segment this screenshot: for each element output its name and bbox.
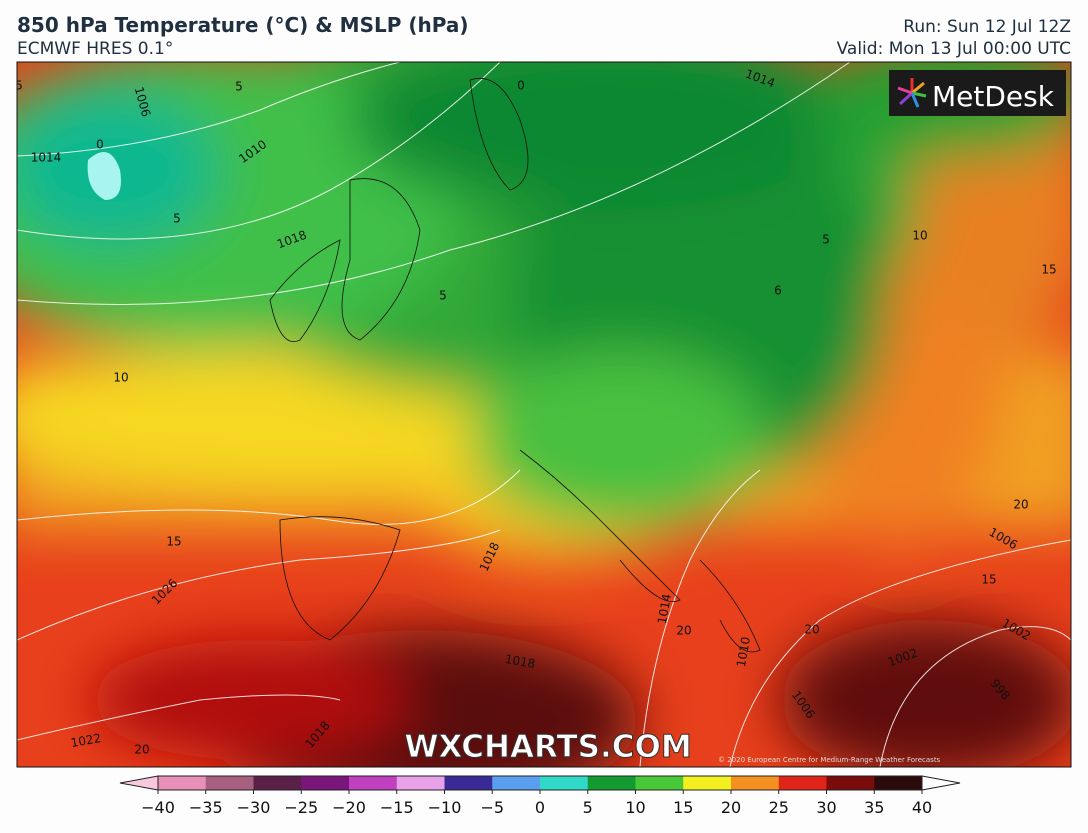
colorbar-swatch xyxy=(492,776,541,790)
title: 850 hPa Temperature (°C) & MSLP (hPa) xyxy=(17,13,468,37)
colorbar-swatch xyxy=(158,776,207,790)
contour-label: 5 xyxy=(235,80,243,94)
colorbar: −40 −35 −30 −25 −20 −15 −10 −5 0 5 10 15 20 25 30 35 40 xyxy=(119,775,961,817)
colorbar-swatch xyxy=(540,776,589,790)
colorbar-tick-label: −20 xyxy=(332,798,366,817)
colorbar-tick-label: −35 xyxy=(189,798,223,817)
contour-label: 1022 xyxy=(70,731,103,750)
logo: MetDesk xyxy=(889,70,1066,116)
colorbar-tick-label: 15 xyxy=(673,798,693,817)
colorbar-swatch xyxy=(683,776,732,790)
colorbar-swatch xyxy=(396,776,445,790)
colorbar-swatch xyxy=(826,776,875,790)
contour-label: 0 xyxy=(517,79,525,93)
colorbar-swatch xyxy=(253,776,302,790)
colorbar-swatch xyxy=(731,776,780,790)
contour-label: 6 xyxy=(774,284,782,298)
contour-label: 15 xyxy=(981,573,996,587)
colorbar-tick-label: −25 xyxy=(284,798,318,817)
contour-label: 0 xyxy=(96,138,104,152)
colorbar-tick-label: 0 xyxy=(535,798,545,817)
colorbar-tick-label: 30 xyxy=(816,798,836,817)
contour-label: 10 xyxy=(113,371,128,385)
map-frame xyxy=(16,61,1072,768)
colorbar-swatch xyxy=(205,776,254,790)
colorbar-swatch xyxy=(587,776,636,790)
contour-label: 20 xyxy=(1013,498,1028,512)
contour-label: 10 xyxy=(912,229,927,243)
colorbar-arrow-high xyxy=(921,775,961,791)
contour-label: 5 xyxy=(439,289,447,303)
contour-label: 1014 xyxy=(31,151,62,165)
copyright: © 2020 European Centre for Medium-Range … xyxy=(718,756,941,764)
contour-label: 5 xyxy=(173,212,181,226)
colorbar-swatch xyxy=(874,776,923,790)
contour-label: 5 xyxy=(15,79,23,93)
colorbar-tick-label: 10 xyxy=(625,798,645,817)
contour-label: 15 xyxy=(1041,263,1056,277)
contour-label: 20 xyxy=(134,743,149,757)
watermark: WXCHARTS.COM xyxy=(404,729,691,765)
contour-label: 1018 xyxy=(504,652,537,671)
colorbar-tick-label: 5 xyxy=(583,798,593,817)
colorbar-swatch xyxy=(349,776,398,790)
colorbar-tick-label: 40 xyxy=(912,798,932,817)
run-time: Run: Sun 12 Jul 12Z xyxy=(903,17,1071,37)
colorbar-tick-label: −40 xyxy=(141,798,175,817)
colorbar-tick-label: 25 xyxy=(769,798,789,817)
contour-label: 20 xyxy=(804,623,819,637)
colorbar-swatch xyxy=(444,776,493,790)
subtitle: ECMWF HRES 0.1° xyxy=(17,39,173,59)
colorbar-tick-label: −30 xyxy=(237,798,271,817)
valid-time: Valid: Mon 13 Jul 00:00 UTC xyxy=(837,39,1071,59)
colorbar-tick-label: −15 xyxy=(380,798,414,817)
colorbar-tick-label: −10 xyxy=(428,798,462,817)
colorbar-swatch xyxy=(778,776,827,790)
logo-text: MetDesk xyxy=(932,80,1055,113)
contour-label: 15 xyxy=(166,535,181,549)
colorbar-tick-label: −5 xyxy=(480,798,504,817)
contour-label: 5 xyxy=(822,233,830,247)
colorbar-tick-label: 35 xyxy=(864,798,884,817)
colorbar-tick-label: 20 xyxy=(721,798,741,817)
colorbar-arrow-low xyxy=(119,775,159,791)
colorbar-swatch xyxy=(301,776,350,790)
contour-label: 20 xyxy=(676,624,691,638)
colorbar-swatch xyxy=(635,776,684,790)
contour-label: 1014 xyxy=(655,593,674,626)
contour-label: 1010 xyxy=(734,636,753,669)
